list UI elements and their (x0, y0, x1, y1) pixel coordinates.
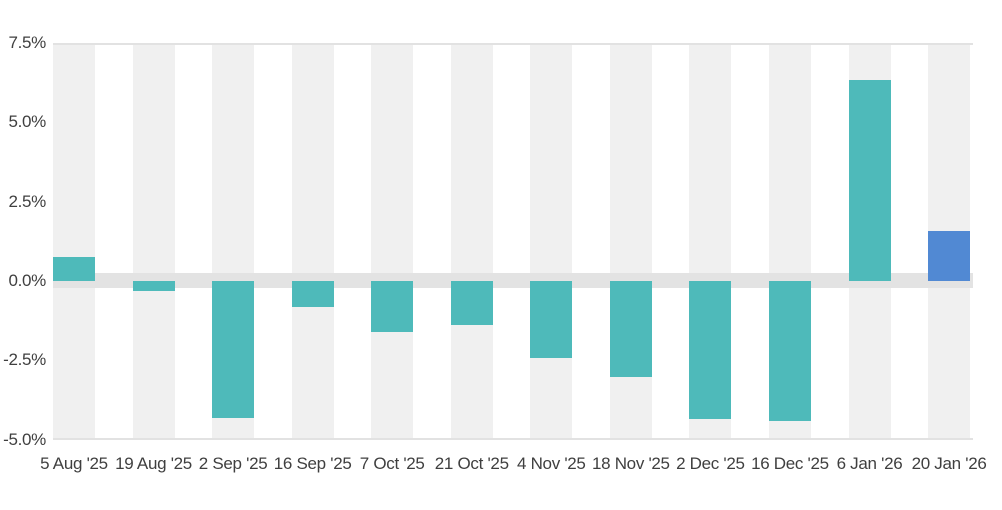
grid-stripe (291, 45, 334, 438)
bar-20-jan-26[interactable] (928, 231, 971, 281)
grid-stripe (371, 45, 414, 438)
zero-baseline-band (53, 273, 973, 288)
y-tick-label: 0.0% (8, 271, 46, 290)
bar-6-jan-26[interactable] (848, 79, 891, 281)
x-tick-label: 6 Jan '26 (836, 454, 903, 473)
y-tick-label: -5.0% (3, 429, 46, 449)
x-tick-label: 5 Aug '25 (40, 454, 108, 473)
bar-16-sep-25[interactable] (291, 281, 334, 307)
grid-stripe (530, 45, 573, 438)
grid-stripe (609, 45, 652, 438)
y-tick-label: 7.5% (8, 33, 46, 53)
x-tick-label: 16 Sep '25 (273, 454, 352, 473)
x-tick-label: 16 Dec '25 (751, 454, 829, 473)
bar-18-nov-25[interactable] (609, 281, 652, 377)
x-tick-label: 2 Sep '25 (198, 454, 268, 473)
plot-area (53, 43, 973, 440)
x-tick-label: 18 Nov '25 (591, 454, 670, 473)
bar-2-sep-25[interactable] (212, 281, 255, 419)
grid-stripe (132, 45, 175, 438)
bar-5-aug-25[interactable] (53, 257, 95, 281)
bar-21-oct-25[interactable] (450, 281, 493, 325)
bar-16-dec-25[interactable] (768, 281, 811, 421)
x-tick-label: 7 Oct '25 (359, 454, 425, 473)
grid-stripe (450, 45, 493, 438)
x-tick-label: 4 Nov '25 (517, 454, 586, 473)
x-tick-label: 19 Aug '25 (115, 454, 192, 473)
bottom-gridline (53, 438, 973, 440)
bar-2-dec-25[interactable] (689, 281, 732, 419)
bar-7-oct-25[interactable] (371, 281, 414, 332)
y-tick-label: -2.5% (3, 350, 46, 370)
x-tick-label: 21 Oct '25 (434, 454, 509, 473)
y-tick-label: 5.0% (8, 112, 46, 132)
y-tick-label: 2.5% (8, 191, 46, 211)
bar-4-nov-25[interactable] (530, 281, 573, 358)
x-tick-label: 20 Jan '26 (911, 454, 987, 473)
bar-19-aug-25[interactable] (132, 281, 175, 292)
x-tick-label: 2 Dec '25 (676, 454, 745, 473)
top-gridline (53, 43, 973, 45)
grid-stripe (53, 45, 95, 438)
